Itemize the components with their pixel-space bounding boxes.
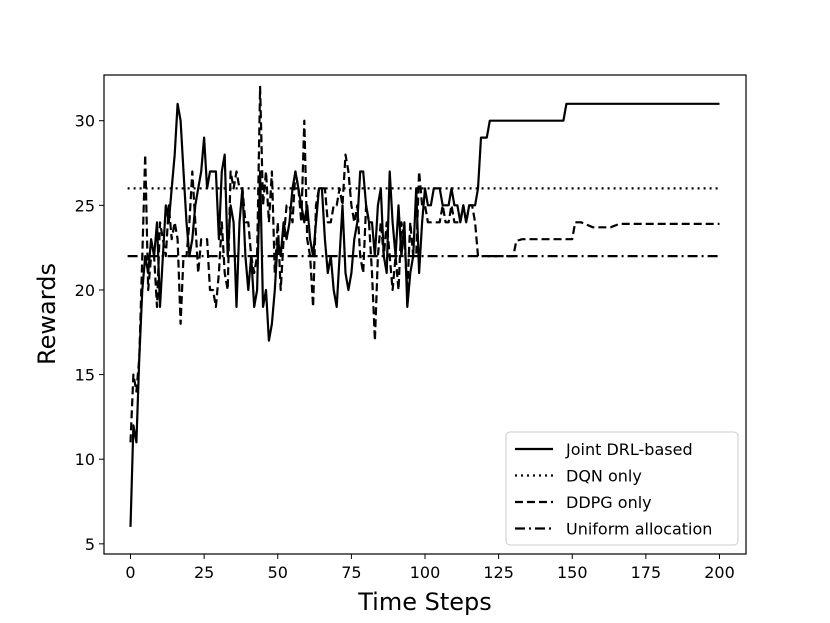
x-tick-label: 75 [341, 563, 361, 582]
legend-label-2: DDPG only [566, 493, 652, 512]
legend-box [505, 431, 739, 546]
y-tick-label: 10 [75, 450, 95, 469]
y-axis-ticks: 5 10 15 20 25 30 [75, 112, 104, 554]
y-tick-label: 15 [75, 366, 95, 385]
y-axis-title: Rewards [33, 263, 61, 365]
y-tick-label: 30 [75, 112, 95, 131]
legend-label-3: Uniform allocation [566, 520, 712, 539]
x-tick-label: 25 [194, 563, 214, 582]
x-tick-label: 200 [704, 563, 735, 582]
legend-label-0: Joint DRL-based [565, 440, 693, 459]
legend-label-1: DQN only [566, 467, 642, 486]
x-axis-ticks: 0 25 50 75 100 125 150 175 200 [125, 554, 735, 582]
y-tick-label: 5 [85, 535, 95, 554]
x-tick-label: 50 [268, 563, 288, 582]
series-line-2 [129, 85, 720, 443]
y-tick-label: 20 [75, 281, 95, 300]
x-tick-label: 0 [125, 563, 135, 582]
legend: Joint DRL-based DQN only DDPG only Uniform … [505, 431, 739, 546]
x-tick-label: 175 [631, 563, 662, 582]
x-axis-title: Time Steps [357, 588, 492, 616]
series-layer [127, 85, 720, 527]
x-tick-label: 100 [410, 563, 441, 582]
y-tick-label: 25 [75, 196, 95, 215]
x-tick-label: 150 [557, 563, 588, 582]
x-tick-label: 125 [483, 563, 514, 582]
